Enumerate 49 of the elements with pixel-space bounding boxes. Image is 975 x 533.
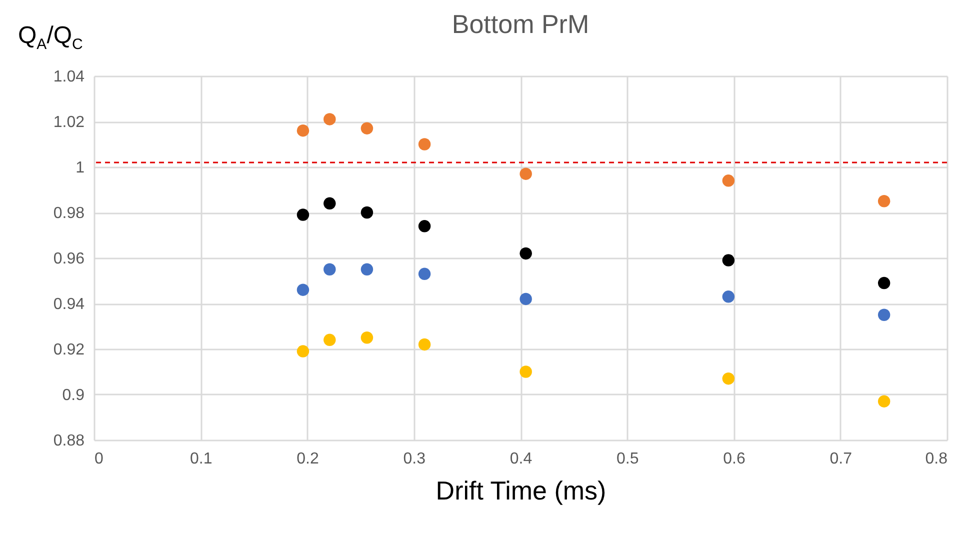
y-tick-label: 0.9 (62, 387, 85, 404)
point (722, 290, 735, 303)
point (360, 122, 374, 134)
x-tick-label: 0.4 (510, 450, 532, 468)
point (296, 284, 310, 296)
point (360, 206, 374, 219)
point (360, 263, 374, 276)
point (324, 334, 336, 346)
x-tick-label: 0.6 (723, 450, 746, 468)
y-tick-label: 0.94 (53, 296, 85, 313)
y-tick-label: 1 (76, 160, 85, 176)
point (520, 247, 532, 260)
point (324, 197, 336, 210)
point (722, 174, 735, 187)
point (418, 220, 431, 232)
y-tick-label: 0.88 (53, 432, 85, 450)
y-tick-label: 0.92 (53, 342, 85, 358)
x-tick-label: 0.7 (830, 450, 852, 468)
point (878, 276, 890, 290)
chart-title: Bottom PrM (452, 9, 590, 39)
point (324, 113, 336, 126)
point (722, 254, 735, 266)
point (878, 308, 890, 321)
x-tick-label: 0 (94, 450, 104, 468)
y-tick-label: 0.96 (53, 250, 85, 268)
x-tick-label: 0.5 (616, 450, 639, 468)
point (418, 268, 431, 280)
y-tick-label: 1.02 (53, 114, 85, 131)
point (296, 124, 310, 137)
x-tick-label: 0.8 (925, 450, 948, 468)
point (520, 292, 532, 306)
x-tick-label: 0.3 (403, 450, 426, 468)
y-tick-label: 1.04 (53, 68, 85, 86)
x-axis-title: Drift Time (ms) (436, 476, 606, 506)
x-tick-label: 0.1 (190, 450, 212, 468)
point (360, 332, 374, 344)
point (878, 195, 890, 208)
y-axis-title: Q$_{A}$/Q$_{C}$ (18, 22, 83, 53)
point (296, 208, 310, 221)
point (324, 263, 336, 276)
y-tick-label: 0.98 (53, 205, 85, 222)
x-tick-label: 0.2 (296, 450, 319, 468)
point (878, 395, 890, 408)
point (520, 168, 532, 180)
point (418, 338, 431, 351)
point (296, 345, 310, 358)
point (520, 366, 532, 378)
point (418, 138, 431, 150)
point (722, 372, 735, 385)
